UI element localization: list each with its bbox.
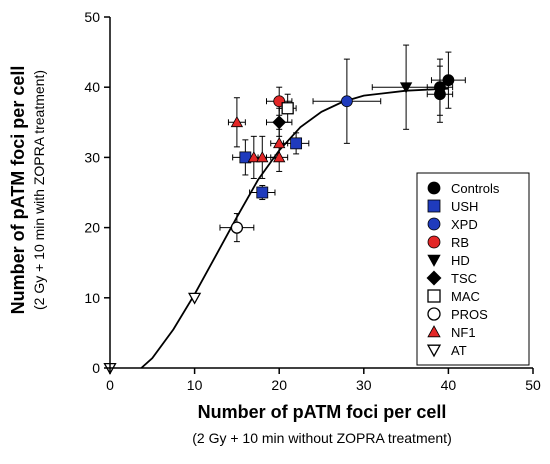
- x-tick-label: 30: [356, 377, 372, 393]
- x-axis-subtitle: (2 Gy + 10 min without ZOPRA treatment): [192, 430, 452, 446]
- legend-label-rb: RB: [451, 235, 469, 250]
- data-point-hd: [399, 82, 413, 94]
- y-axis-subtitle: (2 Gy + 10 min with ZOPRA treatment): [31, 70, 47, 310]
- x-tick-label: 0: [106, 377, 114, 393]
- legend-marker-pros: [427, 307, 441, 321]
- legend-label-hd: HD: [451, 253, 470, 268]
- legend-label-controls: Controls: [451, 181, 500, 196]
- fit-curve-layer: [140, 87, 449, 369]
- marker-layer: [103, 74, 455, 375]
- y-tick-label: 0: [92, 360, 100, 376]
- data-point-nf1: [273, 137, 286, 149]
- legend-marker-rb: [427, 235, 441, 249]
- data-point-nf1: [256, 151, 269, 163]
- legend-label-ush: USH: [451, 199, 478, 214]
- y-axis-title: Number of pATM foci per cell: [8, 66, 28, 315]
- legend-label-xpd: XPD: [451, 217, 478, 232]
- x-tick-label: 50: [525, 377, 541, 393]
- fit-curve: [140, 87, 449, 369]
- data-point-at: [187, 292, 202, 305]
- y-tick-label: 30: [84, 149, 100, 165]
- axis-layer: 0 10 20 30 40 50 0 10 20 30 40 50: [84, 9, 541, 393]
- x-tick-label: 20: [271, 377, 287, 393]
- legend-marker-ush: [427, 199, 441, 213]
- legend-label-tsc: TSC: [451, 271, 477, 286]
- legend: Controls USH XPD RB HD TSC MAC PROS NF1 AT: [416, 172, 530, 366]
- data-point-nf1: [247, 151, 260, 163]
- data-point-controls: [434, 81, 446, 94]
- legend-marker-at: [426, 344, 442, 358]
- legend-label-nf1: NF1: [451, 325, 476, 340]
- data-point-xpd: [340, 95, 353, 108]
- y-tick-label: 10: [84, 290, 100, 306]
- data-point-pros: [230, 221, 244, 234]
- legend-marker-controls: [427, 181, 441, 195]
- legend-label-at: AT: [451, 343, 467, 358]
- data-point-controls: [442, 74, 455, 87]
- y-tick-label: 20: [84, 220, 100, 236]
- x-tick-label: 10: [187, 377, 203, 393]
- legend-marker-tsc: [426, 270, 442, 286]
- data-point-nf1: [230, 115, 244, 128]
- legend-marker-xpd: [427, 217, 441, 231]
- data-point-ush: [256, 186, 269, 199]
- legend-marker-hd: [427, 254, 441, 267]
- legend-marker-nf1: [427, 325, 441, 338]
- data-point-nf1: [273, 151, 286, 163]
- y-tick-label: 40: [84, 79, 100, 95]
- legend-label-mac: MAC: [451, 289, 480, 304]
- legend-marker-mac: [427, 289, 441, 303]
- data-point-ush: [290, 137, 303, 150]
- data-point-tsc: [272, 115, 287, 130]
- x-axis-title: Number of pATM foci per cell: [198, 402, 447, 422]
- y-tick-label: 50: [84, 9, 100, 25]
- legend-label-pros: PROS: [451, 307, 488, 322]
- data-point-mac: [281, 102, 294, 115]
- x-tick-label: 40: [441, 377, 457, 393]
